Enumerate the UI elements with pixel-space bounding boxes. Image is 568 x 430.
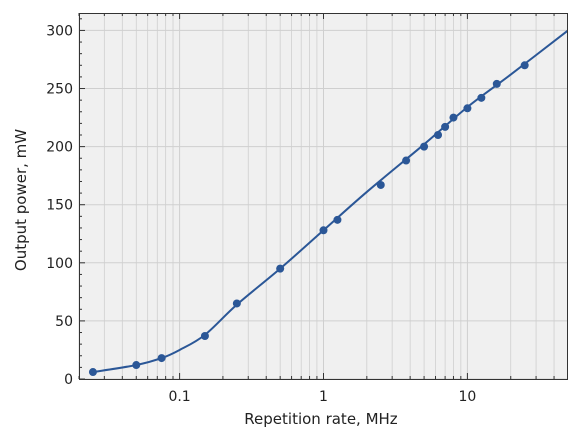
data-point <box>333 215 342 224</box>
y-tick-label: 150 <box>46 198 73 214</box>
data-point <box>319 226 328 235</box>
x-axis-label: Repetition rate, MHz <box>244 410 398 428</box>
data-point <box>232 299 241 308</box>
data-point <box>449 113 458 122</box>
data-point <box>520 61 529 70</box>
data-point <box>376 180 385 189</box>
y-tick-label: 200 <box>46 140 73 156</box>
x-tick-label: 1 <box>319 389 328 405</box>
data-point <box>200 332 209 341</box>
data-point <box>276 264 285 273</box>
data-point <box>88 368 97 377</box>
data-point <box>157 354 166 363</box>
data-point <box>492 79 501 88</box>
y-tick-label: 250 <box>46 82 73 98</box>
data-point <box>477 93 486 102</box>
x-tick-label: 10 <box>458 389 476 405</box>
y-axis: 0 50 100 150 200 250 300 <box>46 18 85 388</box>
y-axis-label: Output power, mW <box>12 129 30 271</box>
data-point <box>420 142 429 151</box>
y-tick-label: 0 <box>64 372 73 388</box>
data-point <box>463 104 472 113</box>
data-markers <box>88 61 529 377</box>
x-axis: 0.1 1 10 <box>78 13 568 405</box>
grid <box>78 13 568 380</box>
data-point <box>434 131 443 139</box>
x-tick-label: 0.1 <box>168 389 190 405</box>
data-point <box>441 122 450 131</box>
data-point <box>132 361 141 370</box>
y-tick-label: 50 <box>55 314 73 330</box>
data-point <box>402 156 411 165</box>
y-tick-label: 300 <box>46 23 73 39</box>
y-tick-label: 100 <box>46 256 73 272</box>
